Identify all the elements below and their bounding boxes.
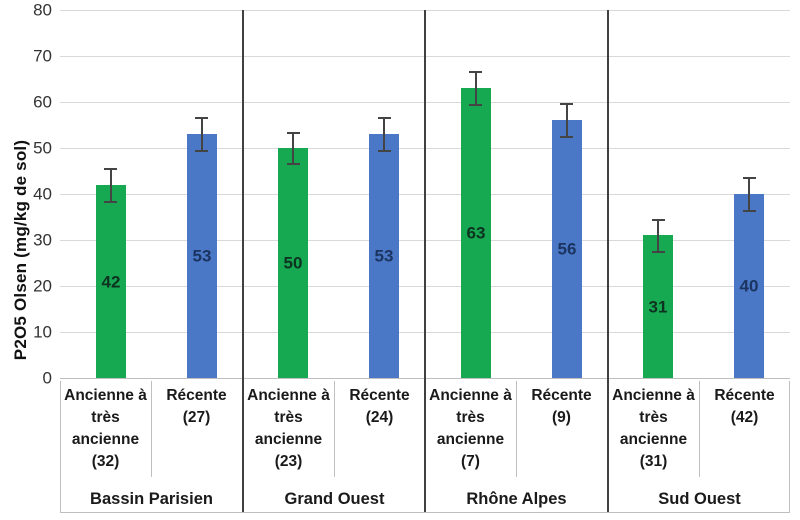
y-tick-label: 30 [33, 230, 52, 250]
error-bar-stem [292, 132, 294, 164]
bar: 40 [734, 194, 764, 378]
label-area-border-bottom [60, 512, 790, 513]
error-bar-stem [383, 117, 385, 151]
subcategory-label: Récente (27) [166, 387, 227, 426]
y-tick-label: 80 [33, 0, 52, 20]
error-bar-stem [110, 168, 112, 202]
y-tick-label: 50 [33, 138, 52, 158]
error-bar-stem [475, 71, 477, 105]
y-tick-label: 10 [33, 322, 52, 342]
region-label: Sud Ouest [658, 490, 741, 508]
subcategory-label: Ancienne à très ancienne (7) [429, 387, 512, 470]
subcategory-label: Ancienne à très ancienne (32) [64, 387, 147, 470]
error-bar-cap-bottom [652, 251, 665, 253]
error-bar-cap-bottom [469, 104, 482, 106]
y-tick-label: 40 [33, 184, 52, 204]
y-tick-label: 60 [33, 92, 52, 112]
y-tick-label: 0 [42, 368, 52, 388]
error-bar-cap-top [378, 117, 391, 119]
region-label: Bassin Parisien [90, 490, 213, 508]
bar: 56 [552, 120, 582, 378]
bar-value-label: 31 [648, 297, 668, 316]
error-bar-cap-top [560, 103, 573, 105]
error-bar-cap-top [195, 117, 208, 119]
bar-value-label: 56 [557, 239, 577, 259]
bar-value-label: 42 [101, 272, 121, 291]
error-bar-cap-bottom [743, 210, 756, 212]
error-bar-stem [201, 117, 203, 151]
region-divider [607, 10, 609, 512]
error-bar-cap-top [469, 71, 482, 73]
subcategory-label: Récente (24) [349, 387, 410, 426]
bar: 53 [369, 134, 399, 378]
subcategory-label: Ancienne à très ancienne (23) [247, 387, 330, 470]
bar-value-label: 40 [739, 276, 759, 296]
error-bar-stem [566, 103, 568, 137]
bar-value-label: 53 [374, 246, 394, 266]
error-bar-cap-top [104, 168, 117, 170]
error-bar-cap-top [743, 177, 756, 179]
subcategory-divider [516, 381, 517, 477]
region-divider [242, 10, 244, 512]
subcategory-divider [334, 381, 335, 477]
error-bar-cap-bottom [560, 136, 573, 138]
region-divider [424, 10, 426, 512]
region-label: Rhône Alpes [466, 490, 567, 508]
subcategory-label: Ancienne à très ancienne (31) [612, 387, 695, 470]
bar: 31 [643, 235, 673, 378]
error-bar-cap-top [652, 219, 665, 221]
error-bar-cap-bottom [378, 150, 391, 152]
subcategory-label: Récente (9) [531, 387, 592, 426]
bar: 50 [278, 148, 308, 378]
subcategory-label: Récente (42) [714, 387, 775, 426]
bar-value-label: 50 [283, 253, 303, 273]
bar-value-label: 63 [466, 223, 486, 243]
bar: 42 [96, 185, 126, 378]
subcategory-divider [699, 381, 700, 477]
label-area-border-right [789, 381, 790, 512]
y-tick-label: 20 [33, 276, 52, 296]
error-bar-stem [748, 177, 750, 211]
region-label: Grand Ouest [284, 490, 385, 508]
y-tick-label: 70 [33, 46, 52, 66]
subcategory-divider [151, 381, 152, 477]
error-bar-cap-bottom [104, 201, 117, 203]
bar: 63 [461, 88, 491, 378]
bar-value-label: 53 [192, 246, 212, 266]
label-area-border-left [60, 381, 61, 512]
error-bar-stem [657, 219, 659, 252]
error-bar-cap-bottom [287, 163, 300, 165]
error-bar-cap-top [287, 132, 300, 134]
bar: 53 [187, 134, 217, 378]
error-bar-cap-bottom [195, 150, 208, 152]
